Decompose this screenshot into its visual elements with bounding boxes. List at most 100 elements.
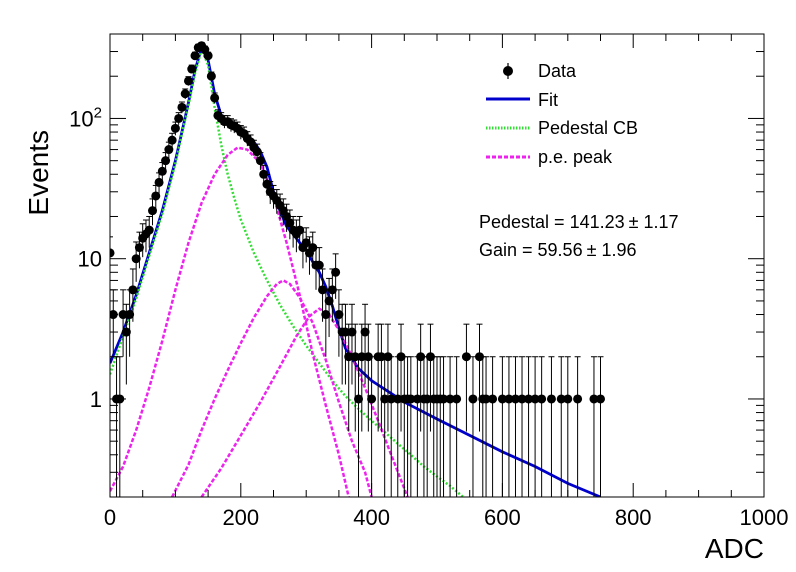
data-point <box>596 394 605 404</box>
data-point <box>340 327 350 337</box>
data-point <box>354 394 364 404</box>
data-point <box>510 394 520 404</box>
data-point <box>383 352 393 362</box>
data-point <box>530 394 540 404</box>
data-point <box>118 310 128 320</box>
data-point <box>504 394 514 404</box>
legend-item-fit: Fit <box>486 90 558 110</box>
legend-label-pe-peak: p.e. peak <box>538 147 613 167</box>
series-p-e-peak-3 <box>200 307 409 497</box>
data-point <box>154 177 164 187</box>
data-point <box>573 394 583 404</box>
data-point <box>125 310 135 320</box>
data-point <box>416 352 426 362</box>
x-tick-label: 0 <box>104 505 116 530</box>
legend-item-data: Data <box>503 61 577 81</box>
data-point <box>331 267 341 277</box>
data-point <box>206 71 216 81</box>
data-point <box>468 394 478 404</box>
x-tick-label: 600 <box>484 505 521 530</box>
y-tick-label: 10 <box>78 247 102 272</box>
annotation-pedestal: Pedestal = 141.23 ±1.17 <box>479 212 679 232</box>
data-point <box>180 89 190 99</box>
data-points <box>110 41 605 497</box>
data-point <box>190 51 200 61</box>
data-point <box>321 310 331 320</box>
legend-data-marker <box>503 66 513 76</box>
axes: 0 200 400 600 800 1000 1 10 102 <box>69 33 789 530</box>
x-tick-label: 800 <box>615 505 652 530</box>
data-point <box>203 51 213 61</box>
data-point <box>285 218 295 228</box>
data-point <box>324 296 334 306</box>
data-point <box>350 352 360 362</box>
data-point <box>134 243 144 253</box>
data-point <box>422 394 432 404</box>
plot-area <box>110 41 605 497</box>
data-point <box>301 238 311 248</box>
legend-item-pe-peak: p.e. peak <box>486 147 613 167</box>
data-point <box>177 102 187 112</box>
data-point <box>367 394 377 404</box>
data-point <box>174 113 184 123</box>
legend-item-pedestal: Pedestal CB <box>486 118 638 138</box>
data-point <box>445 394 455 404</box>
legend-label-data: Data <box>538 61 577 81</box>
data-point <box>461 352 471 362</box>
y-tick-label: 1 <box>90 387 102 412</box>
data-point <box>380 394 390 404</box>
data-point <box>412 394 422 404</box>
series-p-e-peak-2 <box>170 278 373 497</box>
data-point <box>386 394 396 404</box>
data-point <box>360 327 370 337</box>
legend-label-fit: Fit <box>538 90 558 110</box>
data-point <box>170 123 180 133</box>
data-point <box>148 206 158 216</box>
data-point <box>563 394 573 404</box>
x-tick-label: 400 <box>353 505 390 530</box>
data-point <box>475 352 485 362</box>
data-point <box>524 394 534 404</box>
data-point <box>344 352 354 362</box>
data-point <box>556 394 566 404</box>
data-point <box>151 191 161 201</box>
data-point <box>308 243 318 253</box>
data-point <box>121 327 131 337</box>
data-point <box>439 394 449 404</box>
data-point <box>517 394 527 404</box>
data-point <box>357 352 367 362</box>
y-tick-label: 102 <box>69 104 102 131</box>
data-point <box>161 156 171 166</box>
data-point <box>259 169 269 179</box>
legend: Data Fit Pedestal CB p.e. peak <box>486 61 638 167</box>
data-point <box>481 394 491 404</box>
data-point <box>167 135 177 145</box>
data-point <box>396 352 406 362</box>
data-point <box>252 147 262 157</box>
data-point <box>334 310 344 320</box>
data-point <box>425 352 435 362</box>
data-point <box>157 166 167 176</box>
legend-label-pedestal: Pedestal CB <box>538 118 638 138</box>
data-point <box>128 285 138 295</box>
data-point <box>187 64 197 74</box>
data-point <box>497 394 507 404</box>
x-tick-label: 200 <box>222 505 259 530</box>
series-pedestal-cb <box>110 45 465 497</box>
data-point <box>327 285 337 295</box>
data-point <box>537 394 547 404</box>
data-point <box>363 352 373 362</box>
data-point <box>318 285 328 295</box>
data-point <box>131 254 141 264</box>
data-point <box>488 394 498 404</box>
data-point <box>452 394 462 404</box>
data-point <box>110 248 115 258</box>
data-point <box>183 76 193 86</box>
y-axis-title: Events <box>23 130 54 216</box>
fit-annotations: Pedestal = 141.23 ±1.17 Gain = 59.56 ±1.96 <box>479 212 679 260</box>
data-point <box>144 225 154 235</box>
x-axis-title: ADC <box>705 533 764 564</box>
x-tick-label: 1000 <box>740 505 789 530</box>
annotation-gain: Gain = 59.56 ±1.96 <box>479 240 637 260</box>
